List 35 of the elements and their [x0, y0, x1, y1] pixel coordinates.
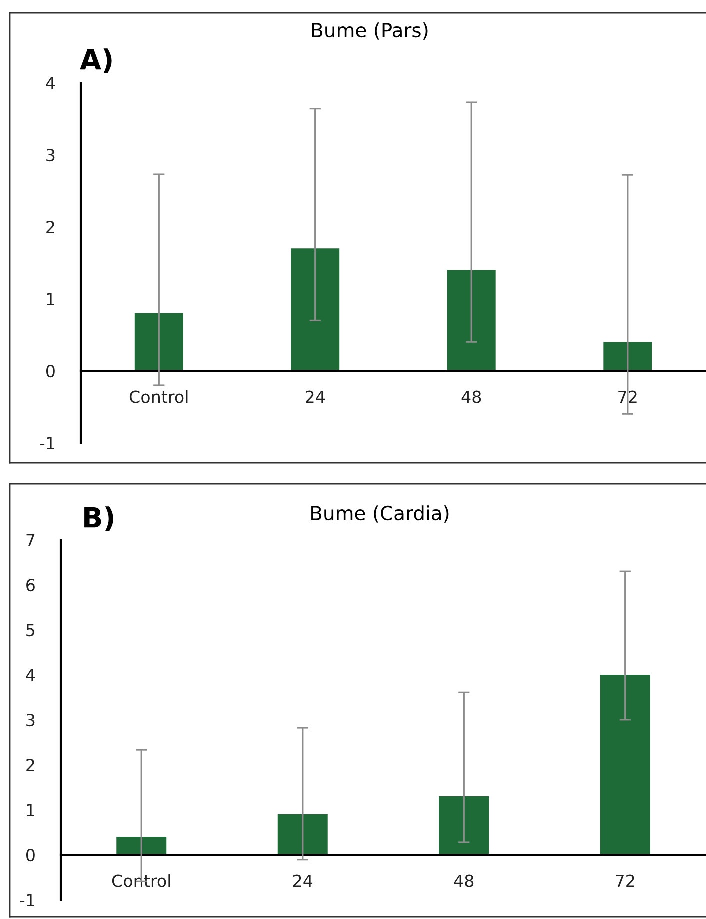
y-tick-label: 1 [27, 804, 34, 816]
y-tick-label: 1 [47, 293, 54, 306]
chart-title: Bume (Cardia) [312, 506, 449, 523]
text: A) [80, 48, 112, 74]
bar [604, 342, 652, 371]
x-tick-label: 24 [293, 874, 313, 888]
bar [291, 248, 340, 371]
y-tick-label: 0 [26, 848, 35, 862]
y-tick-label: 4 [26, 669, 36, 682]
bar [447, 270, 496, 371]
y-tick-label: 2 [46, 220, 54, 234]
x-tick-label: 48 [462, 390, 482, 404]
x-tick-label: Control [130, 390, 188, 404]
y-tick-label: 2 [26, 758, 34, 772]
chart-title: Bume (Pars) [312, 22, 428, 40]
y-tick-label: 0 [46, 364, 55, 378]
y-tick-label: -1 [40, 437, 54, 450]
bar [116, 837, 167, 855]
y-tick-label: 4 [46, 77, 56, 90]
x-tick-label: Control [112, 874, 170, 888]
y-tick-label: 3 [46, 148, 55, 162]
x-tick-label: 24 [306, 390, 326, 404]
x-tick-label: 48 [454, 874, 474, 888]
bar [134, 313, 184, 371]
text: B) [84, 506, 114, 532]
y-tick-label: 3 [26, 714, 35, 727]
bar [439, 796, 490, 855]
y-tick-label: 7 [26, 534, 35, 546]
x-tick-label: 72 [616, 874, 634, 888]
y-tick-label: 5 [26, 624, 35, 637]
y-tick-label: 6 [26, 578, 35, 592]
x-tick-label: 72 [618, 390, 637, 404]
y-tick-label: -1 [20, 894, 34, 906]
bar [278, 814, 328, 855]
bar [600, 675, 650, 855]
